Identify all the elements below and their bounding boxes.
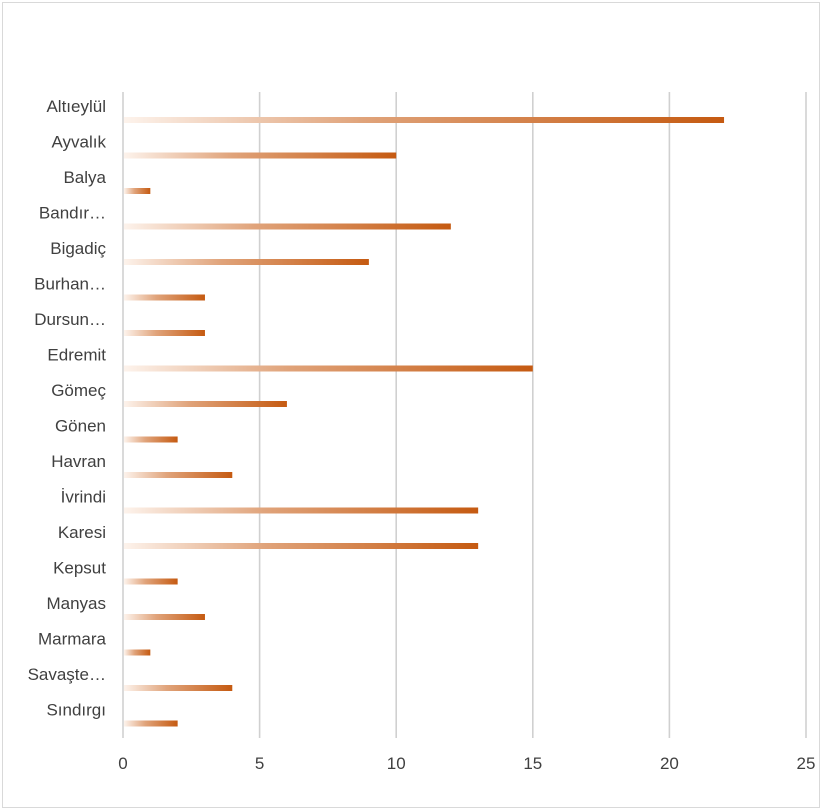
category-label-13: Karesi [58, 523, 106, 542]
category-label-12: İvrindi [61, 488, 106, 507]
bar-17 [124, 685, 233, 691]
category-label-2: Ayvalık [52, 133, 107, 152]
category-label-11: Havran [51, 452, 106, 471]
bar-3 [124, 188, 151, 194]
x-tick-label-5: 5 [255, 754, 264, 773]
x-tick-label-0: 0 [118, 754, 127, 773]
bar-9 [124, 401, 287, 407]
bar-2 [124, 152, 397, 159]
category-label-15: Manyas [46, 594, 106, 613]
x-tick-label-15: 15 [523, 754, 542, 773]
bar-5 [124, 259, 369, 265]
category-label-3: Balya [63, 168, 106, 187]
bar-15 [124, 614, 205, 620]
bar-16 [124, 649, 151, 656]
category-label-7: Dursun… [34, 310, 106, 329]
category-label-4: Bandır… [39, 204, 106, 223]
category-label-17: Savaşte… [28, 665, 106, 684]
bar-7 [124, 330, 205, 336]
bar-14 [124, 578, 178, 585]
bar-18 [124, 720, 178, 727]
category-label-10: Gönen [55, 417, 106, 436]
x-tick-label-20: 20 [660, 754, 679, 773]
bar-10 [124, 436, 178, 443]
category-label-14: Kepsut [53, 559, 106, 578]
x-tick-label-25: 25 [797, 754, 816, 773]
category-label-9: Gömeç [51, 381, 106, 400]
bar-1 [124, 117, 725, 123]
category-label-16: Marmara [38, 630, 107, 649]
grid-lines [122, 92, 807, 738]
category-labels: Altıeylül Ayvalık Balya Bandır… Bigadiç Burha… [28, 97, 107, 720]
category-label-8: Edremit [47, 346, 106, 365]
category-label-1: Altıeylül [46, 97, 106, 116]
bar-13 [124, 543, 479, 549]
category-label-5: Bigadiç [50, 239, 106, 258]
bar-6 [124, 294, 205, 301]
category-label-6: Burhan… [34, 275, 106, 294]
bar-8 [124, 365, 533, 372]
bars [124, 117, 725, 727]
x-tick-label-10: 10 [387, 754, 406, 773]
bar-4 [124, 223, 451, 230]
bar-chart: Altıeylül Ayvalık Balya Bandır… Bigadiç Burha… [28, 92, 815, 773]
bar-11 [124, 472, 233, 478]
bar-12 [124, 507, 479, 514]
category-label-18: Sındırgı [46, 701, 106, 720]
x-axis-tick-labels: 0 5 10 15 20 25 [118, 754, 815, 773]
